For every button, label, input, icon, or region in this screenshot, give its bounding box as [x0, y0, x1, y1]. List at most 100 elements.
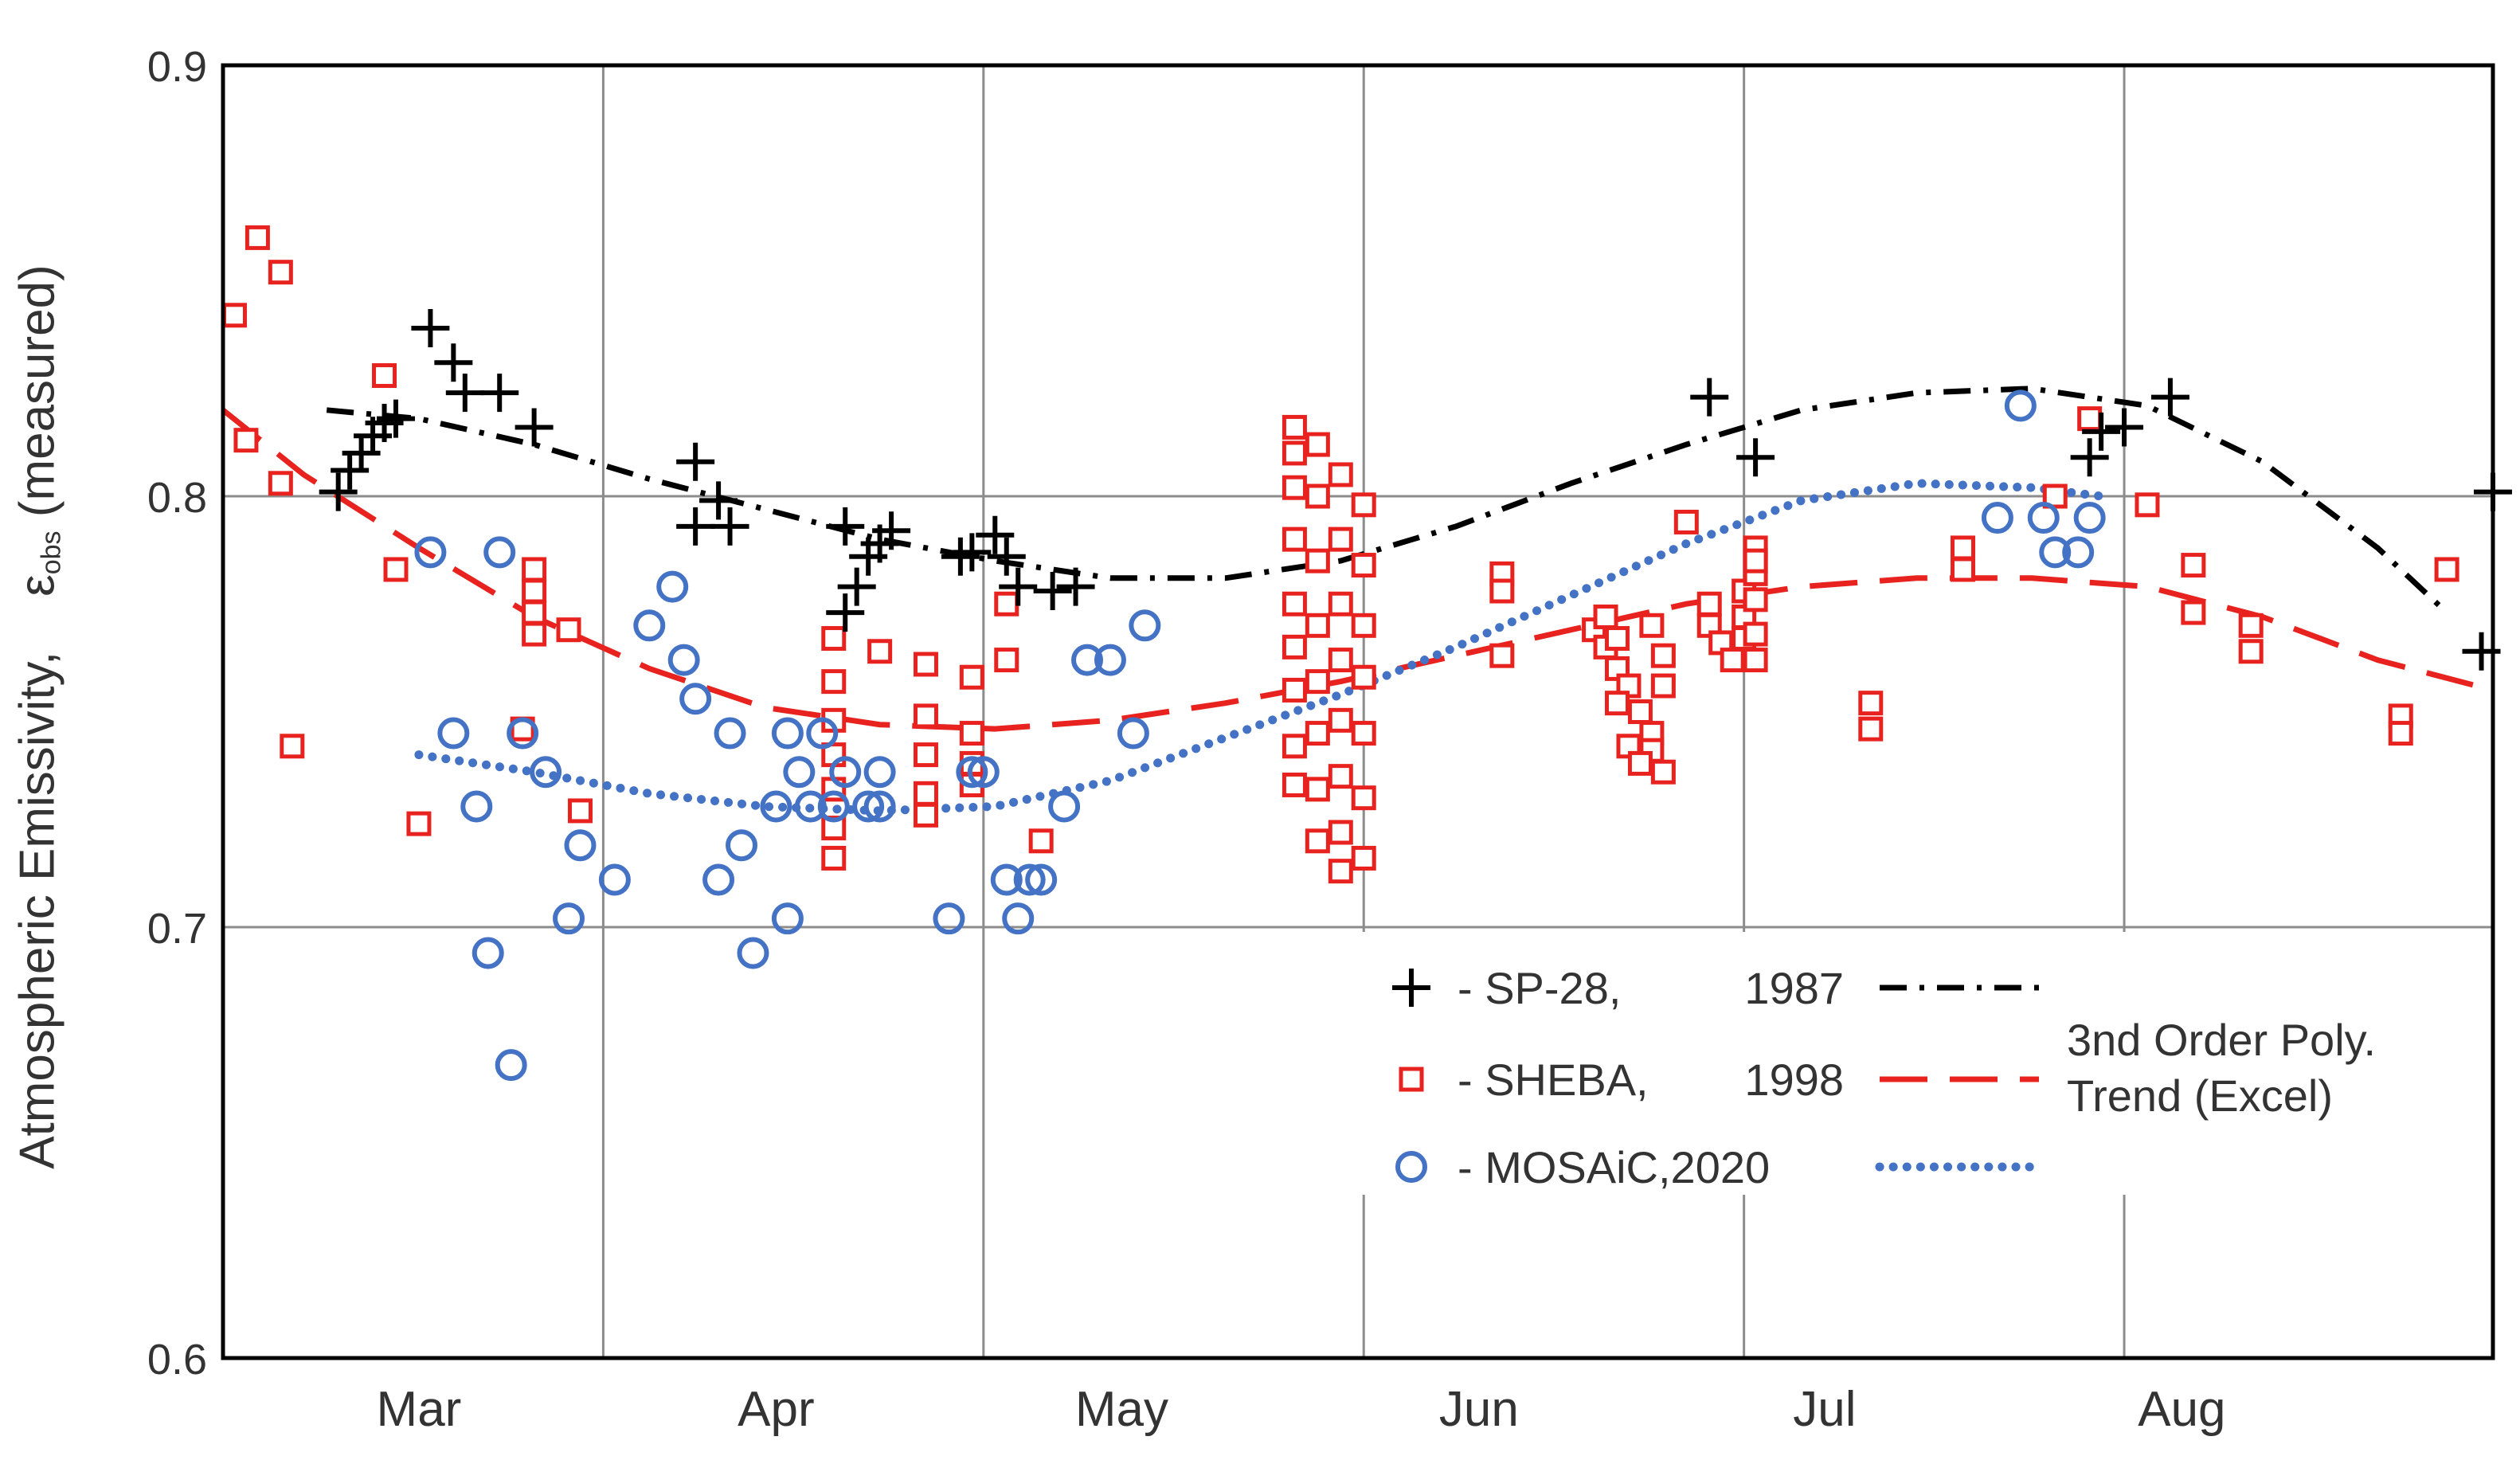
data-point-sheba	[245, 225, 270, 250]
data-point-mosaic-2020	[771, 902, 804, 935]
x-tick-label-may: May	[1075, 1382, 1168, 1437]
data-point-sheba	[1305, 548, 1330, 573]
data-point-sheba	[233, 428, 259, 453]
data-point-sheba	[1351, 721, 1376, 746]
data-point-mosaic-2020	[726, 829, 758, 862]
data-point-sheba	[913, 742, 938, 768]
data-point-sp-28	[480, 374, 519, 413]
data-point-mosaic-2020	[2073, 502, 2106, 534]
data-point-sheba	[1305, 613, 1330, 638]
data-point-mosaic-2020	[771, 717, 804, 750]
data-point-mosaic-2020	[2004, 389, 2037, 422]
data-point-sheba	[1605, 691, 1630, 716]
data-point-sheba	[1328, 859, 1353, 884]
data-point-mosaic-2020	[530, 756, 562, 789]
data-point-sheba	[1627, 750, 1653, 776]
trend-layer	[221, 386, 2494, 816]
legend-background	[1354, 932, 2453, 1195]
data-point-sp-28	[1056, 567, 1095, 606]
data-point-sheba	[1282, 677, 1307, 703]
legend: - SP-28, 1987 - SHEBA, 1998 - MOSAiC,2020 3nd…	[1354, 932, 2453, 1195]
legend-year-sp-28: 1987	[1744, 963, 1844, 1013]
data-point-sp-28	[411, 309, 450, 348]
data-point-sheba	[1351, 785, 1376, 811]
data-point-sp-28	[445, 374, 484, 413]
data-point-sheba	[1743, 587, 1768, 613]
data-point-mosaic-2020	[863, 790, 896, 823]
trend-line-sheba	[221, 408, 2494, 732]
data-point-mosaic-2020	[806, 717, 839, 750]
data-point-mosaic-2020	[702, 863, 735, 896]
data-point-sheba	[1858, 716, 1884, 742]
data-point-sp-28	[2082, 412, 2121, 451]
legend-marker-mosaic-2020	[1395, 1151, 1427, 1183]
data-point-sheba	[1305, 432, 1330, 457]
data-point-sheba	[867, 639, 893, 664]
data-point-sheba	[913, 802, 938, 828]
data-point-mosaic-2020	[956, 756, 988, 789]
data-point-mosaic-2020	[1981, 502, 2013, 534]
data-point-sp-28	[837, 567, 876, 606]
data-point-mosaic-2020	[863, 756, 896, 789]
data-point-mosaic-2020	[1025, 863, 1058, 896]
data-point-sheba	[1351, 664, 1376, 690]
legend-label-sheba: - SHEBA,	[1458, 1055, 1649, 1105]
data-point-sheba	[1673, 509, 1699, 534]
data-point-sp-28	[1033, 572, 1072, 611]
data-point-sheba	[1305, 777, 1330, 802]
data-point-sheba	[1650, 759, 1676, 785]
data-point-sp-28	[2150, 378, 2189, 417]
y-axis-label: Atmospheric Emissivity, εobs (measured)	[10, 264, 68, 1169]
data-point-sheba	[1743, 648, 1768, 673]
x-tick-label-aug: Aug	[2138, 1382, 2225, 1437]
data-point-sheba	[1282, 772, 1307, 797]
data-point-sp-28	[676, 442, 715, 481]
legend-trend-label-line1: 3nd Order Poly.	[2067, 1015, 2376, 1065]
data-point-mosaic-2020	[783, 756, 816, 789]
data-point-sheba	[522, 578, 547, 604]
data-point-sp-28	[872, 511, 911, 550]
trend-line-mosaic-2020	[414, 479, 2106, 816]
data-point-sheba	[821, 669, 847, 695]
data-point-sheba	[1028, 828, 1054, 854]
data-point-sheba	[383, 557, 409, 582]
data-point-mosaic-2020	[737, 937, 769, 969]
x-tick-label-apr: Apr	[738, 1382, 814, 1437]
data-point-sheba	[2238, 613, 2264, 638]
data-point-sheba	[1305, 669, 1330, 695]
data-point-sp-28	[1690, 378, 1729, 417]
data-point-sheba	[2135, 492, 2160, 518]
data-point-sheba	[2181, 600, 2206, 625]
data-point-sp-28	[826, 507, 865, 546]
data-point-sheba	[268, 471, 293, 496]
y-axis-label-prefix: Atmospheric Emissivity,	[10, 651, 65, 1169]
data-point-sheba	[1328, 764, 1353, 789]
data-point-mosaic-2020	[633, 609, 666, 642]
data-point-sheba	[1328, 820, 1353, 845]
data-point-mosaic-2020	[483, 536, 516, 569]
data-point-sheba	[959, 721, 984, 746]
x-tick-label-mar: Mar	[377, 1382, 462, 1437]
data-point-sheba	[1650, 673, 1676, 699]
data-point-sheba	[1696, 591, 1722, 616]
legend-year-sheba: 1998	[1744, 1055, 1844, 1105]
legend-marker-sp-28	[1392, 969, 1430, 1007]
data-point-sheba	[522, 600, 547, 625]
data-point-sheba	[1858, 691, 1884, 716]
data-point-sheba	[1351, 613, 1376, 638]
data-point-sheba	[2388, 721, 2413, 746]
data-point-sheba	[1282, 475, 1307, 500]
data-point-mosaic-2020	[1094, 644, 1126, 676]
data-point-mosaic-2020	[1071, 644, 1104, 676]
y-axis-label-symbol: ε	[10, 574, 65, 597]
data-point-mosaic-2020	[414, 536, 447, 569]
legend-trend-label-line2: Trend (Excel)	[2067, 1071, 2333, 1121]
data-point-sheba	[1639, 613, 1665, 638]
data-point-sheba	[821, 626, 847, 652]
y-axis-label-subscript: obs	[36, 530, 67, 575]
legend-marker-sheba	[1399, 1067, 1424, 1092]
data-point-sheba	[913, 781, 938, 806]
data-point-mosaic-2020	[564, 829, 597, 862]
data-point-sheba	[1951, 535, 1976, 561]
data-point-sheba	[1328, 526, 1353, 552]
